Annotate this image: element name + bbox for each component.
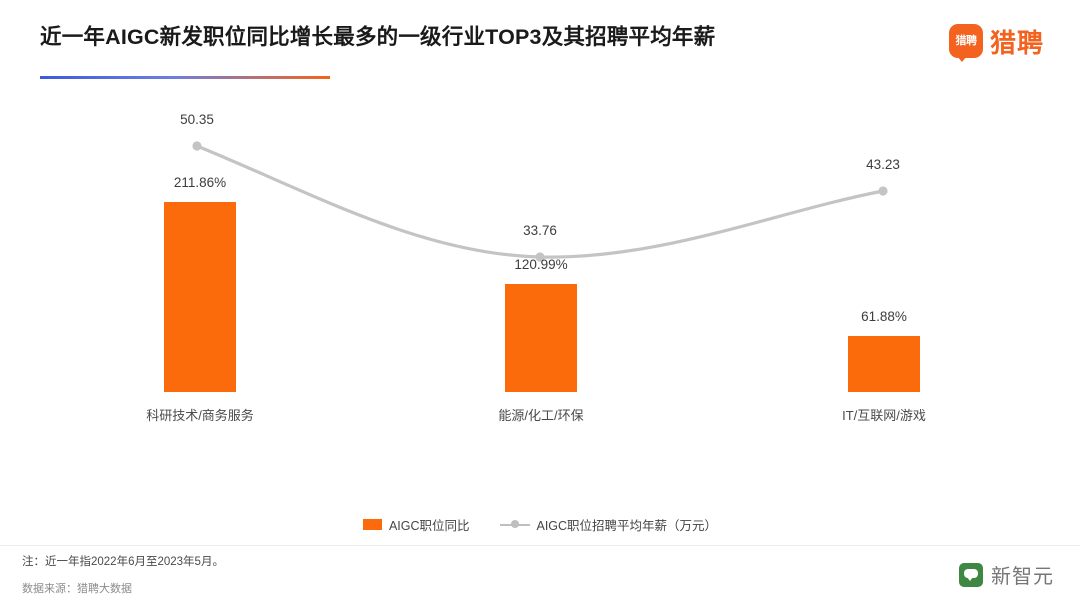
category-label-1: 能源/化工/环保 <box>498 408 584 423</box>
bar-value-label-1: 120.99% <box>514 257 568 272</box>
avg-salary-line-series <box>192 141 888 262</box>
xinzhiyuan-badge-icon <box>959 562 983 587</box>
liepin-logo-mark-text: 猎聘 <box>955 34 977 47</box>
page-title: 近一年AIGC新发职位同比增长最多的一级行业TOP3及其招聘平均年薪 <box>40 25 716 49</box>
legend-item-line[interactable]: AIGC职位招聘平均年薪（万元） <box>499 515 718 534</box>
legend-line-label: AIGC职位招聘平均年薪（万元） <box>536 518 718 533</box>
line-value-label-1: 33.76 <box>523 223 557 238</box>
chart-legend: AIGC职位同比 AIGC职位招聘平均年薪（万元） <box>0 512 1080 536</box>
watermark: 新智元 <box>959 560 1054 589</box>
title-underline <box>40 76 330 79</box>
legend-item-bar[interactable]: AIGC职位同比 <box>362 515 470 534</box>
liepin-logo: 猎聘 猎聘 <box>948 20 1044 62</box>
footer-source: 数据来源：猎聘大数据 <box>22 583 132 595</box>
line-path <box>195 144 885 259</box>
line-point-0 <box>192 141 202 151</box>
plot-area: 50.35 33.76 43.23 211.86% 120.99% 61.88%… <box>0 92 1080 502</box>
liepin-logo-icon: 猎聘 <box>948 24 983 62</box>
line-point-2 <box>878 186 888 196</box>
category-label-2: IT/互联网/游戏 <box>842 408 926 423</box>
watermark-text: 新智元 <box>991 564 1054 588</box>
line-value-label-0: 50.35 <box>180 112 214 127</box>
footer-note: 注：近一年指2022年6月至2023年5月。 <box>22 556 224 568</box>
bar-0 <box>164 202 236 392</box>
legend-bar-swatch-icon <box>362 518 382 530</box>
category-label-0: 科研技术/商务服务 <box>146 408 254 423</box>
legend-bar-label: AIGC职位同比 <box>388 518 470 533</box>
line-point-1 <box>535 252 545 262</box>
liepin-logo-text: 猎聘 <box>989 27 1044 58</box>
bar-value-label-0: 211.86% <box>173 175 227 190</box>
bar-2 <box>848 336 920 392</box>
line-value-label-2: 43.23 <box>866 157 900 172</box>
legend-line-swatch-icon <box>499 519 530 530</box>
bar-value-label-2: 61.88% <box>861 309 907 324</box>
bar-1 <box>505 284 577 392</box>
footer-divider <box>0 545 1080 546</box>
header: 近一年AIGC新发职位同比增长最多的一级行业TOP3及其招聘平均年薪 猎聘 猎聘 <box>0 0 1080 92</box>
